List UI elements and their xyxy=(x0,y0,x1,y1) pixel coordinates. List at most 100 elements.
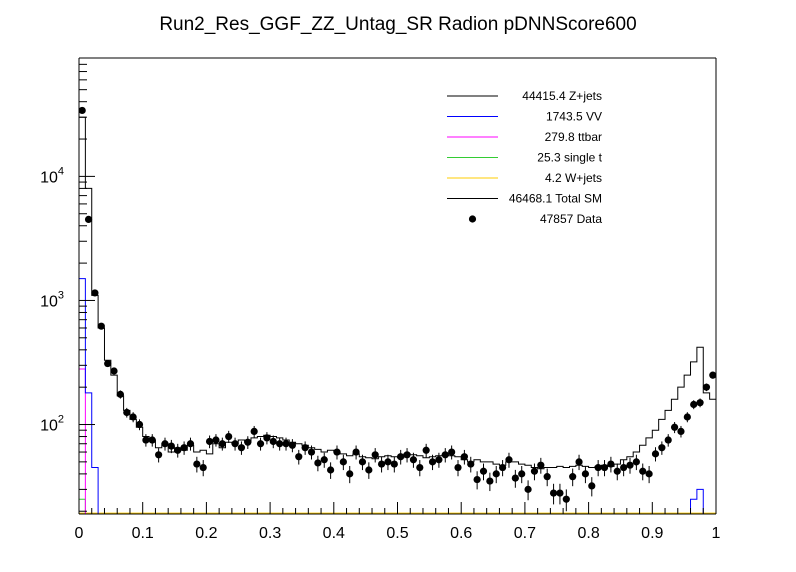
data-point xyxy=(632,458,640,466)
data-point xyxy=(435,456,443,464)
x-tick-label: 0.5 xyxy=(386,525,408,542)
data-point xyxy=(377,460,386,468)
data-point xyxy=(664,436,672,444)
y-tick-label: 103 xyxy=(40,289,64,310)
series-layer xyxy=(78,116,717,515)
x-tick-label: 0 xyxy=(75,525,84,542)
data-point xyxy=(594,463,602,472)
legend-label-wjets: 4.2 W+jets xyxy=(545,171,602,185)
data-point xyxy=(384,458,392,466)
legend-label-vv: 1743.5 VV xyxy=(546,110,602,124)
data-point xyxy=(269,437,277,446)
data-point xyxy=(218,440,226,448)
data-point xyxy=(416,463,424,472)
data-point xyxy=(562,495,570,503)
data-point xyxy=(186,440,195,448)
data-point xyxy=(276,440,284,448)
data-point xyxy=(467,460,475,468)
data-point xyxy=(575,458,583,466)
data-point xyxy=(613,467,621,475)
data-point xyxy=(225,432,233,441)
data-point xyxy=(690,400,698,409)
series-vv xyxy=(78,278,716,515)
data-point xyxy=(180,444,188,452)
legend-label-singlet: 25.3 single t xyxy=(537,151,602,165)
data-point xyxy=(639,467,647,475)
data-point xyxy=(123,408,131,417)
data-point xyxy=(543,473,551,481)
data-point xyxy=(129,413,137,421)
legend-label-data: 47857 Data xyxy=(540,212,602,226)
data-point xyxy=(263,434,271,442)
data-point xyxy=(288,441,296,449)
data-point xyxy=(702,383,711,391)
data-point xyxy=(473,475,481,484)
y-tick-exp: 3 xyxy=(58,289,64,301)
data-point xyxy=(193,460,201,468)
data-point xyxy=(709,371,717,379)
series-total-sm xyxy=(78,116,717,514)
x-tick-label: 0.3 xyxy=(259,525,281,542)
data-point xyxy=(651,450,660,458)
data-point xyxy=(511,474,519,482)
data-point xyxy=(620,463,628,472)
data-point xyxy=(84,215,93,224)
x-tick-label: 0.4 xyxy=(323,525,345,542)
legend-label-total: 46468.1 Total SM xyxy=(509,192,602,206)
data-point xyxy=(600,463,609,472)
data-point xyxy=(237,444,246,452)
legend: 44415.4 Z+jets 1743.5 VV 279.8 ttbar 25.3 s… xyxy=(447,89,603,226)
data-point xyxy=(505,456,513,464)
data-point xyxy=(174,446,182,454)
data-point xyxy=(78,106,86,115)
data-point xyxy=(250,427,258,436)
data-point xyxy=(110,367,118,375)
data-point xyxy=(358,458,367,466)
data-point xyxy=(677,427,685,436)
data-point xyxy=(390,460,398,468)
data-point xyxy=(320,456,328,464)
x-tick-label: 0.8 xyxy=(577,525,599,542)
data-point xyxy=(556,489,564,497)
data-point xyxy=(161,440,169,448)
legend-label-ttbar: 279.8 ttbar xyxy=(545,130,602,144)
y-tick-label: 104 xyxy=(40,165,64,186)
y-tick-base: 10 xyxy=(40,293,58,310)
x-tick-label: 0.7 xyxy=(514,525,536,542)
legend-label-zjets: 44415.4 Z+jets xyxy=(522,89,602,103)
data-point xyxy=(333,448,341,456)
data-point xyxy=(492,470,500,478)
data-point xyxy=(626,461,634,469)
data-point xyxy=(314,459,322,467)
y-tick-base: 10 xyxy=(40,418,58,435)
data-points xyxy=(78,106,717,512)
y-tick-base: 10 xyxy=(40,169,58,186)
data-point xyxy=(549,489,558,497)
data-point xyxy=(365,466,373,474)
data-point xyxy=(295,453,303,461)
data-point xyxy=(409,456,418,464)
data-point xyxy=(371,451,379,459)
series-ttbar xyxy=(78,368,716,515)
data-point xyxy=(422,446,430,454)
data-point xyxy=(486,477,494,485)
data-point xyxy=(403,451,411,459)
data-point xyxy=(142,436,150,444)
data-point xyxy=(658,444,666,452)
data-point xyxy=(524,485,532,493)
data-point xyxy=(588,482,596,490)
data-point xyxy=(352,448,360,456)
x-tick-label: 0.6 xyxy=(450,525,472,542)
data-point xyxy=(397,453,405,461)
data-point xyxy=(104,359,112,368)
x-tick-label: 0.2 xyxy=(195,525,217,542)
x-ticks: 0 0.1 0.2 0.3 0.4 0.5 0.6 0.7 0.8 0.9 1 xyxy=(75,502,721,542)
data-point xyxy=(696,399,704,407)
data-point xyxy=(135,420,144,429)
data-point xyxy=(645,470,653,478)
data-point xyxy=(91,289,99,297)
chart-title: Run2_Res_GGF_ZZ_Untag_SR Radion pDNNScor… xyxy=(159,14,636,35)
x-tick-label: 0.1 xyxy=(132,525,154,542)
